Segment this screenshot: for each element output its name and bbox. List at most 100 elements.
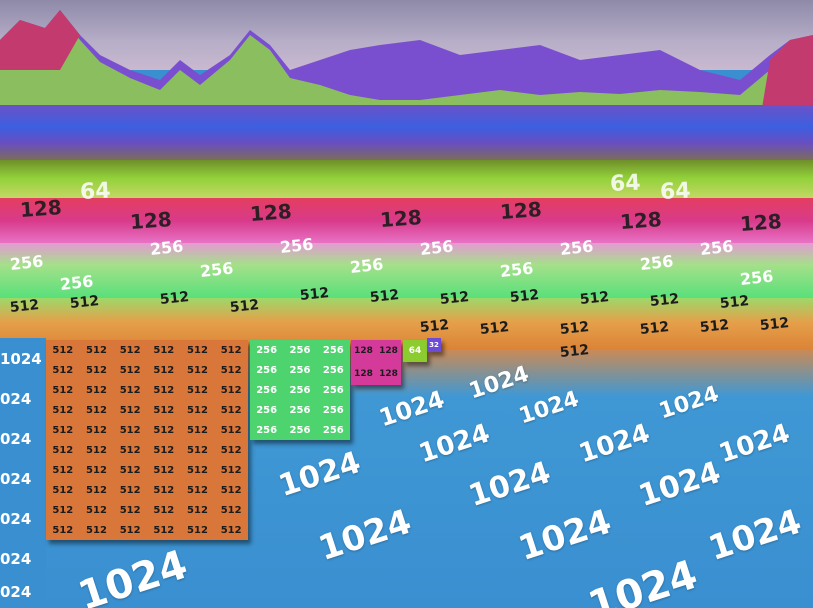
tile-512: 512: [119, 464, 141, 476]
tile-512: 512: [153, 484, 175, 496]
tile-512: 512: [86, 484, 107, 496]
floor-label-256: 256: [499, 258, 535, 281]
floor-label-256: 256: [149, 236, 185, 259]
floor-label-256: 256: [279, 234, 315, 257]
tile-512: 512: [153, 464, 175, 476]
floor-label-256: 256: [349, 254, 385, 277]
floor-label-256: 256: [739, 266, 775, 289]
tile-512: 512: [119, 404, 141, 416]
tile-256: 256: [322, 424, 344, 436]
floor-label-512: 512: [719, 292, 750, 312]
tile-256: 256: [256, 424, 278, 436]
tile-512: 512: [52, 344, 74, 356]
left-edge-column: 1024 024 024 024 024 024 024: [0, 338, 46, 608]
tile-256: 256: [256, 364, 278, 376]
edge-label: 024: [0, 550, 32, 568]
edge-label: 024: [0, 510, 32, 528]
floor-label-128: 128: [619, 207, 663, 234]
floor-label-512: 512: [419, 316, 450, 336]
tile-512: 512: [153, 424, 175, 436]
tile-512: 512: [86, 364, 107, 376]
tile-512: 512: [86, 404, 107, 416]
tile-128: 128: [354, 346, 373, 357]
tile-256: 256: [322, 364, 344, 376]
floor-label-512: 512: [69, 292, 100, 312]
edge-label: 024: [0, 470, 32, 488]
floor-label-512: 512: [479, 318, 510, 338]
tile-block-256: 256 256 256 256 256 256 256 256 256 256 256 256 256 2…: [250, 340, 350, 440]
tile-block-32: 32: [427, 338, 441, 352]
tile-256: 256: [289, 344, 311, 356]
tile-512: 512: [153, 504, 175, 516]
tile-128: 128: [379, 346, 398, 357]
floor-label-128: 128: [499, 197, 543, 224]
tile-256: 256: [322, 404, 344, 416]
floor-label-256: 256: [9, 251, 45, 274]
tile-512: 512: [187, 404, 208, 416]
tile-512: 512: [86, 384, 107, 396]
tile-512: 512: [52, 444, 74, 456]
tile-128: 128: [354, 368, 373, 379]
tile-block-64: 64: [403, 340, 427, 362]
tile-512: 512: [220, 364, 242, 376]
tile-512: 512: [153, 404, 175, 416]
tile-512: 512: [220, 444, 242, 456]
edge-label: 024: [0, 583, 32, 601]
edge-label: 024: [0, 390, 32, 408]
tile-512: 512: [187, 464, 208, 476]
tile-512: 512: [153, 344, 175, 356]
floor-label-64: 64: [609, 170, 642, 197]
tile-512: 512: [52, 384, 74, 396]
floor-label-512: 512: [559, 318, 590, 338]
tile-512: 512: [52, 404, 74, 416]
tile-512: 512: [220, 464, 242, 476]
tile-512: 512: [86, 424, 107, 436]
tile-512: 512: [119, 484, 141, 496]
tile-256: 256: [256, 344, 278, 356]
tile-256: 256: [322, 384, 344, 396]
floor-label-64: 64: [79, 178, 112, 205]
tile-512: 512: [187, 524, 208, 536]
floor-label-256: 256: [699, 236, 735, 259]
tile-256: 256: [289, 424, 311, 436]
tile-256: 256: [289, 364, 311, 376]
tile-512: 512: [220, 424, 242, 436]
floor-label-256: 256: [199, 258, 235, 281]
tile-256: 256: [322, 344, 344, 356]
floor-label-512: 512: [759, 314, 790, 334]
floor-label-512: 512: [299, 284, 330, 304]
floor-label-128: 128: [129, 207, 173, 234]
tile-512: 512: [220, 524, 242, 536]
tile-512: 512: [52, 424, 74, 436]
tile-256: 256: [289, 404, 311, 416]
floor-label-512: 512: [649, 290, 680, 310]
floor-label-128: 128: [249, 199, 293, 226]
tile-512: 512: [187, 384, 208, 396]
tile-512: 512: [86, 524, 107, 536]
tile-512: 512: [119, 364, 141, 376]
tile-512: 512: [220, 504, 242, 516]
tile-512: 512: [52, 464, 74, 476]
floor-label-256: 256: [559, 236, 595, 259]
tile-512: 512: [220, 344, 242, 356]
terrain-band-lime: [0, 243, 813, 298]
tile-512: 512: [119, 424, 141, 436]
tile-block-512: 512 512 512 512 512 512 512 512 512 512 512 512 512 5…: [46, 340, 248, 540]
floor-label-512: 512: [559, 341, 590, 361]
floor-label-256: 256: [59, 271, 95, 294]
floor-label-512: 512: [229, 296, 260, 316]
tile-256: 256: [289, 384, 311, 396]
tile-512: 512: [153, 384, 175, 396]
floor-label-512: 512: [369, 286, 400, 306]
floor-label-512: 512: [159, 288, 190, 308]
tile-64: 64: [408, 346, 422, 356]
floor-label-128: 128: [19, 195, 63, 222]
edge-label: 1024: [0, 350, 42, 368]
tile-512: 512: [119, 504, 141, 516]
tile-512: 512: [86, 504, 107, 516]
tile-512: 512: [187, 484, 208, 496]
tile-512: 512: [119, 384, 141, 396]
terrain-band-green: [0, 160, 813, 200]
tile-128: 128: [379, 368, 398, 379]
